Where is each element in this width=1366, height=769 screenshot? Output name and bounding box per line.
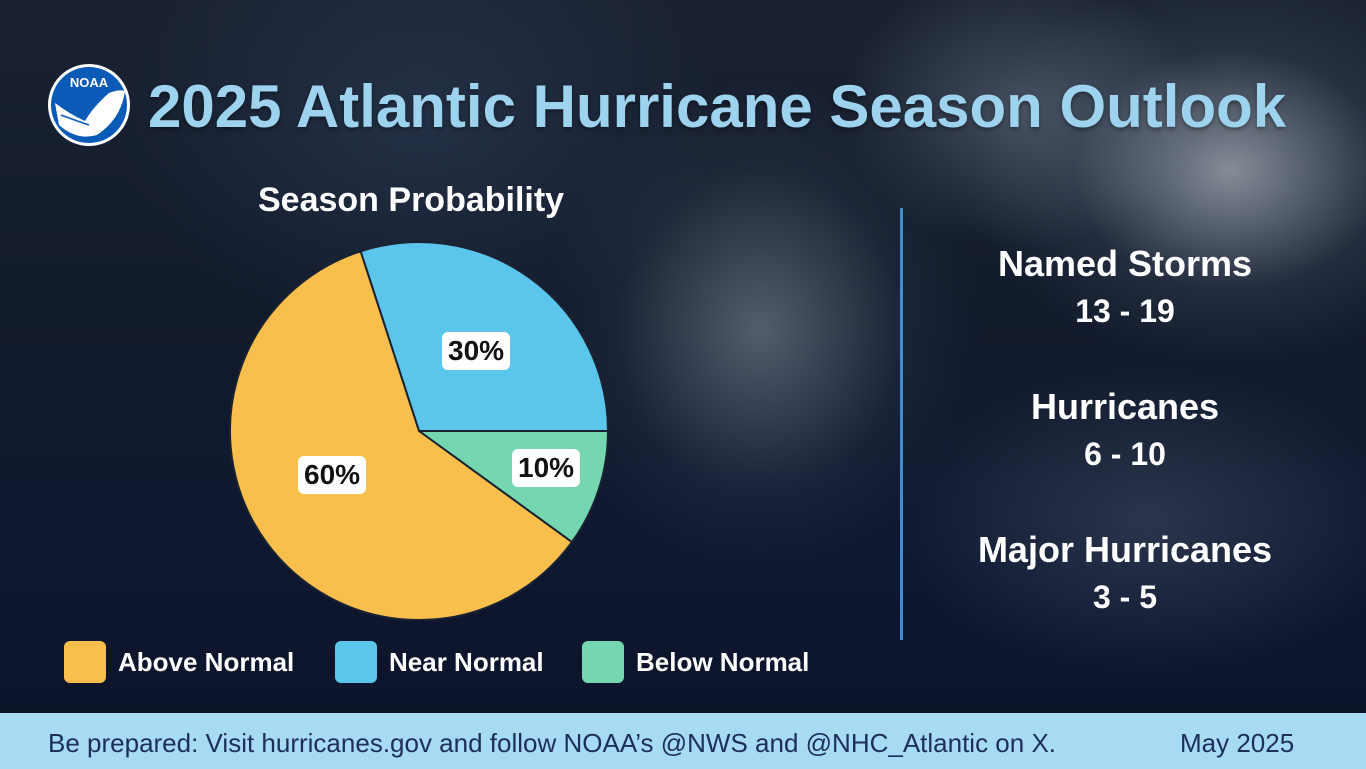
pie-label-near-normal: 30%	[442, 332, 511, 370]
stat-value-hurricanes: 6 - 10	[1084, 436, 1166, 472]
noaa-logo-icon: NOAA	[48, 64, 130, 146]
chart-title: Season Probability	[258, 181, 565, 219]
page-title: 2025 Atlantic Hurricane Season Outlook	[148, 73, 1287, 140]
pie-label-below-normal: 10%	[512, 449, 581, 487]
legend-label-above-normal: Above Normal	[118, 647, 295, 677]
pie-slice-above-normal	[229, 249, 574, 621]
pie-label-above-normal: 60%	[298, 456, 367, 494]
divider-line	[900, 208, 903, 640]
legend-swatch-above-normal	[64, 641, 106, 683]
legend-swatch-below-normal	[582, 641, 624, 683]
stat-label-named-storms: Named Storms	[997, 243, 1253, 284]
legend-label-near-normal: Near Normal	[389, 647, 544, 677]
stat-value-named-storms: 13 - 19	[1075, 293, 1175, 329]
legend-label-below-normal: Below Normal	[636, 647, 810, 677]
footer-text: Be prepared: Visit hurricanes.gov and fo…	[48, 728, 1057, 758]
footer-date: May 2025	[1180, 728, 1295, 758]
stat-label-hurricanes: Hurricanes	[1030, 386, 1220, 427]
stat-value-major-hurricanes: 3 - 5	[1092, 579, 1158, 615]
footer-bar	[0, 713, 1366, 769]
logo-text: NOAA	[70, 75, 109, 90]
stat-label-major-hurricanes: Major Hurricanes	[977, 529, 1273, 570]
legend-swatch-near-normal	[335, 641, 377, 683]
